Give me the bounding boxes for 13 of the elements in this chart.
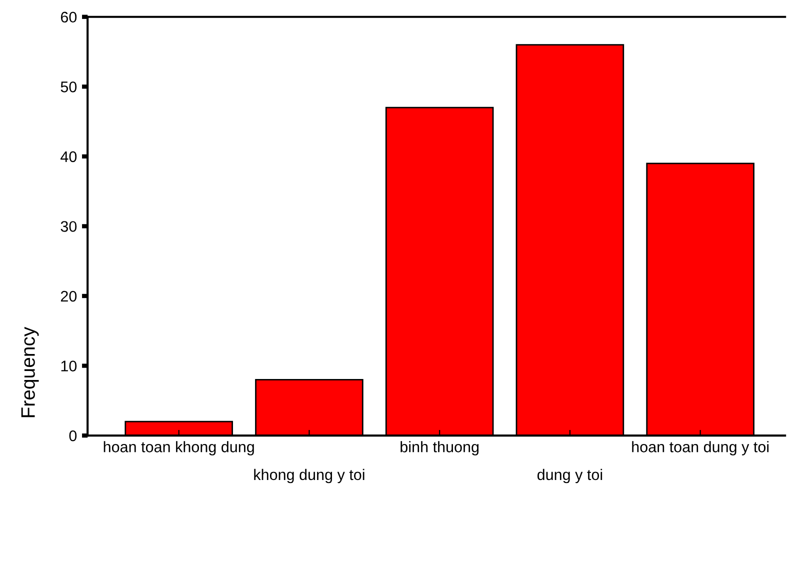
x-tick-label: dung y toi: [537, 468, 602, 484]
y-tick-label: 10: [61, 360, 77, 372]
x-tick-label: binh thuong: [400, 441, 479, 456]
x-tick-label: khong dung y toi: [254, 468, 364, 484]
y-tick-label: 0: [69, 430, 77, 442]
y-tick-label: 40: [60, 151, 77, 162]
y-tick-label: 60: [60, 12, 77, 23]
y-tick-label: 30: [60, 221, 77, 232]
y-axis-title: Frequency: [21, 326, 39, 418]
y-tick-label: 20: [60, 290, 77, 302]
x-tick-label: hoan toan dung y toi: [632, 441, 769, 456]
x-tick-label: hoan toan khong dung: [104, 441, 254, 456]
y-tick-label: 50: [60, 82, 77, 92]
